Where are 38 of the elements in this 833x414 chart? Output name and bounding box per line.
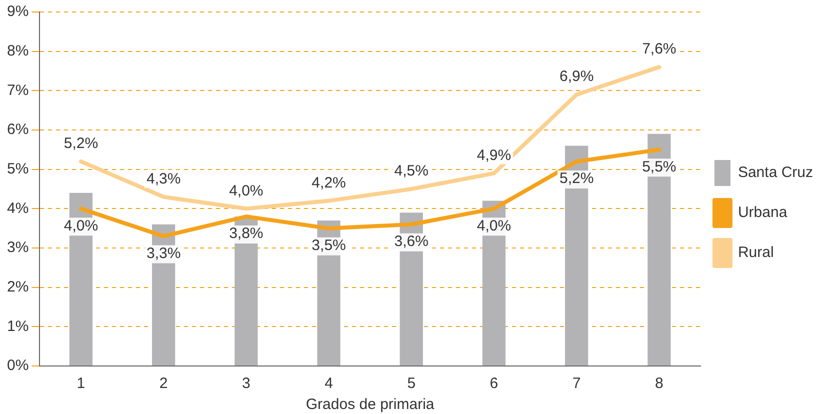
- legend-label: Santa Cruz: [738, 164, 814, 182]
- data-label: 7,6%: [642, 40, 676, 58]
- y-tick-label: 4%: [6, 200, 29, 217]
- x-tick-label: 6: [490, 375, 498, 392]
- legend-label: Rural: [738, 244, 774, 262]
- x-tick-label: 2: [159, 375, 168, 392]
- y-tick-label: 3%: [6, 239, 29, 256]
- x-tick-label: 3: [242, 375, 250, 392]
- data-label: 4,0%: [229, 182, 264, 200]
- y-tick-label: 6%: [6, 121, 29, 138]
- data-label: 4,2%: [312, 174, 346, 192]
- data-label: 4,9%: [476, 146, 512, 164]
- x-tick-label: 1: [76, 375, 86, 392]
- y-tick-label: 1%: [6, 318, 29, 335]
- x-tick-label: 4: [324, 375, 333, 392]
- y-tick-label: 7%: [6, 82, 29, 99]
- data-label: 4,5%: [394, 162, 428, 180]
- legend-label: Urbana: [738, 204, 788, 222]
- y-tick-label: 5%: [6, 160, 29, 178]
- x-tick-label: 7: [572, 375, 581, 392]
- data-label: 4,0%: [64, 217, 98, 234]
- y-tick-label: 9%: [6, 3, 29, 20]
- data-label: 5,2%: [559, 170, 594, 188]
- data-label: 4,3%: [146, 170, 181, 188]
- y-tick-label: 2%: [6, 278, 29, 296]
- x-axis-title: Grados de primaria: [306, 396, 435, 414]
- x-tick-label: 5: [407, 375, 416, 392]
- data-label: 6,9%: [559, 68, 594, 86]
- data-label: 3,3%: [146, 244, 181, 262]
- x-tick-label: 8: [654, 375, 664, 392]
- data-label: 3,6%: [394, 233, 428, 250]
- y-tick-label: 8%: [6, 42, 29, 60]
- y-tick-label: 0%: [6, 357, 29, 374]
- data-label: 3,8%: [229, 225, 264, 242]
- data-label: 4,0%: [476, 217, 512, 234]
- data-label: 3,5%: [312, 236, 346, 254]
- data-label: 5,5%: [642, 158, 676, 176]
- data-label: 5,2%: [64, 135, 98, 152]
